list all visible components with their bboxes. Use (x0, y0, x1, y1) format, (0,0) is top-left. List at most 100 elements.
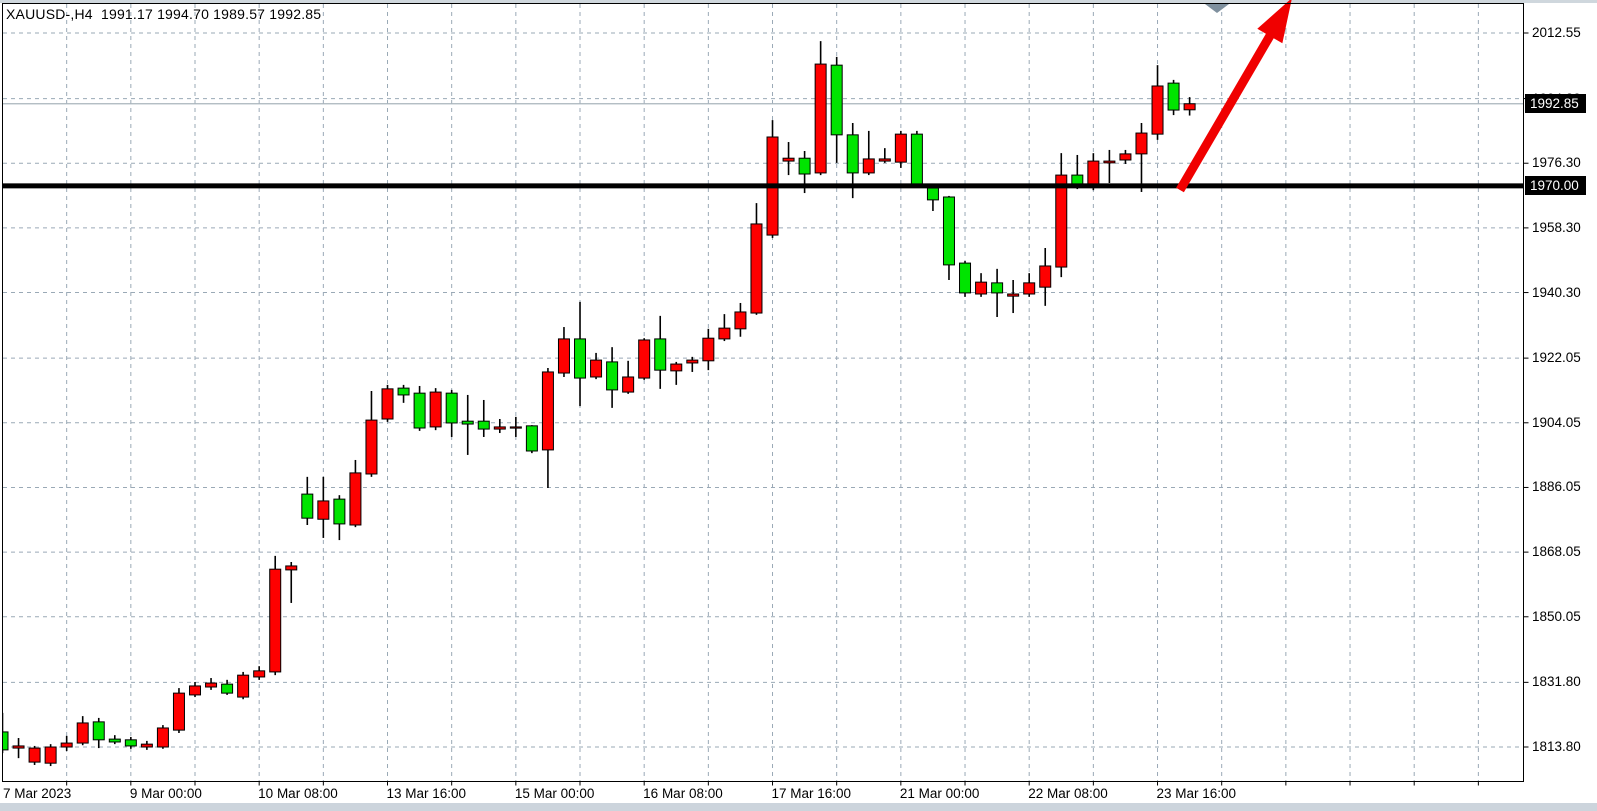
candle (237, 671, 250, 700)
candle (172, 688, 185, 733)
candle (525, 425, 538, 454)
candle (493, 419, 506, 434)
candle (124, 736, 137, 749)
candle (205, 678, 218, 690)
candle (365, 390, 378, 477)
price-axis-label: 1976.30 (1532, 155, 1581, 171)
horizontal-support-line[interactable] (3, 183, 1523, 189)
chart-shift-marker-icon[interactable] (1205, 4, 1229, 13)
time-axis[interactable]: 7 Mar 2023 9 Mar 00:00 10 Mar 08:00 13 Mar … (0, 782, 1597, 803)
candle (734, 302, 747, 337)
candle (1167, 79, 1180, 116)
candle (1135, 122, 1148, 192)
candle (253, 666, 266, 680)
time-axis-label: 7 Mar 2023 (3, 786, 72, 801)
time-axis-label: 21 Mar 00:00 (899, 786, 980, 801)
candle (317, 476, 330, 538)
candle (76, 716, 89, 746)
candle (381, 384, 394, 422)
candle (1103, 149, 1116, 183)
candle (28, 745, 41, 765)
candle (413, 385, 426, 431)
candle (622, 360, 635, 394)
candle (830, 56, 843, 163)
candle (541, 368, 554, 488)
candle (686, 356, 699, 372)
candle (926, 185, 939, 212)
candle (718, 314, 731, 342)
candle (606, 347, 619, 408)
candle (269, 555, 282, 676)
candle (959, 260, 972, 297)
window-top-edge (0, 0, 1597, 3)
chart-quote-line: XAUUSD-,H4 1991.17 1994.70 1989.57 1992.… (6, 6, 322, 22)
bid-price-badge: 1992.85 (1525, 94, 1586, 114)
candle (766, 120, 779, 238)
candle (60, 735, 73, 751)
time-axis-label: 17 Mar 16:00 (771, 786, 852, 801)
candle (878, 148, 891, 163)
candle (975, 273, 988, 297)
gridlines (3, 4, 1523, 781)
window-bottom-edge (0, 803, 1597, 811)
price-axis[interactable]: 2012.551994.301976.301958.301940.301922.… (1523, 0, 1597, 781)
candle (108, 735, 121, 745)
price-axis-label: 1813.80 (1532, 739, 1581, 754)
time-axis-label: 23 Mar 16:00 (1156, 786, 1237, 801)
candle (429, 388, 442, 431)
candle (638, 338, 651, 380)
candle (221, 679, 234, 695)
candle (910, 130, 923, 187)
candle (1055, 153, 1068, 278)
candle (862, 130, 875, 176)
candle (140, 740, 153, 750)
candle (3, 712, 9, 754)
candle (702, 328, 715, 371)
candles (3, 41, 1196, 767)
candle (189, 681, 202, 698)
candle (1119, 149, 1132, 164)
candle (92, 717, 105, 749)
candle (156, 725, 169, 749)
time-axis-label: 15 Mar 00:00 (514, 786, 595, 801)
horizontal-line-price-badge: 1970.00 (1525, 176, 1586, 196)
candle (654, 315, 667, 389)
candle (782, 142, 795, 176)
axis-ticks (66, 32, 1529, 786)
candle (285, 561, 298, 603)
trend-arrow[interactable] (1176, 0, 1292, 193)
time-axis-label: 16 Mar 08:00 (643, 786, 723, 801)
price-axis-label: 1886.05 (1532, 479, 1581, 495)
candle (574, 301, 587, 407)
price-axis-label: 1922.05 (1532, 350, 1581, 366)
candle (12, 738, 25, 759)
candle (670, 361, 683, 385)
candle (814, 41, 827, 176)
candle (301, 476, 314, 525)
candle (1023, 273, 1036, 297)
candle (590, 352, 603, 380)
candle (477, 399, 490, 437)
candle (349, 459, 362, 528)
candle (750, 203, 763, 315)
price-axis-label: 1940.30 (1532, 284, 1581, 300)
candle (397, 384, 410, 403)
candle (1039, 248, 1052, 306)
price-axis-label: 1868.05 (1532, 544, 1581, 560)
time-axis-label: 13 Mar 16:00 (386, 786, 467, 801)
candle (894, 130, 907, 168)
plot-border (2, 3, 1524, 782)
candle (509, 416, 522, 437)
candle (1007, 279, 1020, 314)
price-axis-label: 1904.05 (1532, 414, 1581, 430)
price-axis-label: 1850.05 (1532, 608, 1581, 624)
time-axis-label: 22 Mar 08:00 (1028, 786, 1108, 801)
candle (461, 394, 474, 455)
price-axis-label: 2012.55 (1532, 25, 1581, 40)
candle (1183, 97, 1196, 116)
candle (991, 268, 1004, 317)
price-axis-label: 1831.80 (1532, 674, 1581, 690)
candle (1151, 65, 1164, 140)
